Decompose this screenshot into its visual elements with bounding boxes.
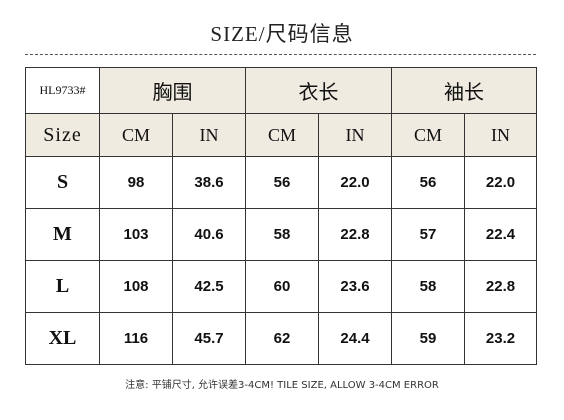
value-cell: 40.6 (172, 208, 246, 261)
data-row: XL 116 45.7 62 24.4 59 23.2 (25, 312, 537, 365)
value-cell: 45.7 (172, 312, 246, 365)
data-row: S 98 38.6 56 22.0 56 22.0 (25, 156, 537, 209)
value-cell: 108 (99, 260, 173, 313)
value-cell: 22.4 (464, 208, 537, 261)
subheader-cell: CM (99, 113, 173, 157)
subheader-cell: Size (25, 113, 100, 157)
value-cell: 62 (245, 312, 319, 365)
value-cell: 56 (391, 156, 465, 209)
value-cell: 22.0 (464, 156, 537, 209)
brand-cell: HL9733# (25, 67, 100, 114)
group-header: 衣长 (245, 67, 392, 114)
value-cell: 60 (245, 260, 319, 313)
subheader-row: Size CM IN CM IN CM IN (25, 113, 537, 157)
value-cell: 98 (99, 156, 173, 209)
value-cell: 57 (391, 208, 465, 261)
header-row: HL9733# 胸围 衣长 袖长 (25, 67, 537, 114)
title: SIZE/尺码信息 (210, 22, 354, 46)
value-cell: 56 (245, 156, 319, 209)
value-cell: 38.6 (172, 156, 246, 209)
subheader-cell: IN (172, 113, 246, 157)
subheader-cell: CM (245, 113, 319, 157)
size-cell: M (25, 208, 100, 261)
value-cell: 23.6 (318, 260, 392, 313)
subheader-cell: CM (391, 113, 465, 157)
value-cell: 58 (391, 260, 465, 313)
value-cell: 24.4 (318, 312, 392, 365)
group-header: 胸围 (99, 67, 246, 114)
divider (25, 54, 536, 55)
value-cell: 22.8 (318, 208, 392, 261)
data-row: L 108 42.5 60 23.6 58 22.8 (25, 260, 537, 313)
group-header: 袖长 (391, 67, 537, 114)
size-cell: XL (25, 312, 100, 365)
value-cell: 23.2 (464, 312, 537, 365)
value-cell: 22.8 (464, 260, 537, 313)
value-cell: 58 (245, 208, 319, 261)
note: 注意: 平铺尺寸, 允许误差3-4CM! TILE SIZE, ALLOW 3-… (125, 380, 439, 391)
subheader-cell: IN (464, 113, 537, 157)
value-cell: 103 (99, 208, 173, 261)
size-cell: L (25, 260, 100, 313)
data-row: M 103 40.6 58 22.8 57 22.4 (25, 208, 537, 261)
value-cell: 42.5 (172, 260, 246, 313)
value-cell: 22.0 (318, 156, 392, 209)
size-cell: S (25, 156, 100, 209)
value-cell: 116 (99, 312, 173, 365)
value-cell: 59 (391, 312, 465, 365)
subheader-cell: IN (318, 113, 392, 157)
size-table: HL9733# 胸围 衣长 袖长 Size CM IN CM IN CM IN S 98 38.6 56 22… (25, 67, 537, 365)
